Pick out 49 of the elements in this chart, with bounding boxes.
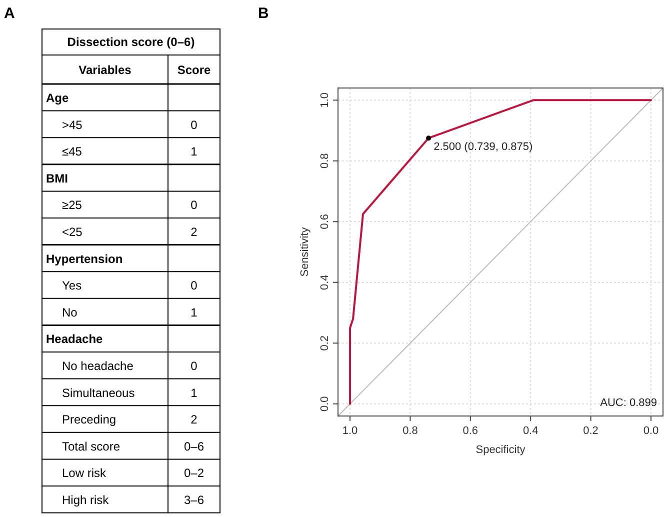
annotation: AUC: 0.899: [600, 397, 657, 409]
text: Score: [177, 63, 211, 77]
y-tick-label: 0.8: [319, 153, 331, 169]
y-tick-label: 0.4: [319, 274, 331, 290]
category-label: No headache: [62, 359, 134, 373]
x-tick-label: 0.6: [462, 425, 478, 437]
text: Dissection score (0–6): [67, 35, 195, 49]
text: 2: [190, 412, 198, 427]
y-axis-title: Sensitivity: [299, 226, 311, 277]
text: 1: [190, 305, 198, 320]
text: B: [258, 5, 269, 22]
x-tick-label: 0.8: [402, 425, 418, 437]
text: 0: [190, 198, 198, 212]
category-label: Headache: [46, 332, 104, 346]
text: 0–6: [184, 439, 204, 454]
annotation: 2.500 (0.739, 0.875): [434, 141, 533, 154]
y-tick-label: 0.6: [319, 214, 331, 230]
x-tick-label: 1.0: [342, 425, 358, 437]
category-label: >45: [62, 118, 83, 132]
category-label: <25: [62, 225, 83, 239]
category-label: High risk: [62, 493, 110, 507]
text: A: [4, 5, 15, 22]
x-axis-title: Specificity: [476, 444, 526, 456]
category-label: Preceding: [62, 412, 116, 427]
category-label: Low risk: [62, 466, 108, 480]
text: 3–6: [184, 493, 204, 507]
text: 0–2: [184, 466, 204, 480]
category-label: No: [62, 305, 78, 320]
category-label: Hypertension: [46, 252, 123, 266]
category-label: BMI: [46, 171, 68, 186]
category-label: Age: [46, 91, 69, 105]
category-label: ≤45: [62, 144, 82, 159]
category-label: Total score: [62, 439, 120, 454]
x-tick-label: 0.4: [522, 425, 538, 437]
category-label: Simultaneous: [62, 386, 135, 400]
text: 1: [190, 144, 198, 159]
y-tick-label: 0.0: [319, 396, 331, 412]
text: 2: [190, 225, 198, 239]
text: 0: [190, 118, 198, 132]
text: 0: [190, 278, 198, 293]
y-tick-label: 0.2: [319, 335, 331, 351]
x-tick-label: 0.2: [583, 425, 598, 437]
category-label: Yes: [62, 278, 82, 293]
category-label: ≥25: [62, 198, 82, 212]
text: 0: [190, 359, 198, 373]
text: Variables: [78, 63, 132, 77]
x-tick-label: 0.0: [643, 425, 659, 437]
y-tick-label: 1.0: [319, 92, 331, 108]
text: 1: [190, 386, 198, 400]
